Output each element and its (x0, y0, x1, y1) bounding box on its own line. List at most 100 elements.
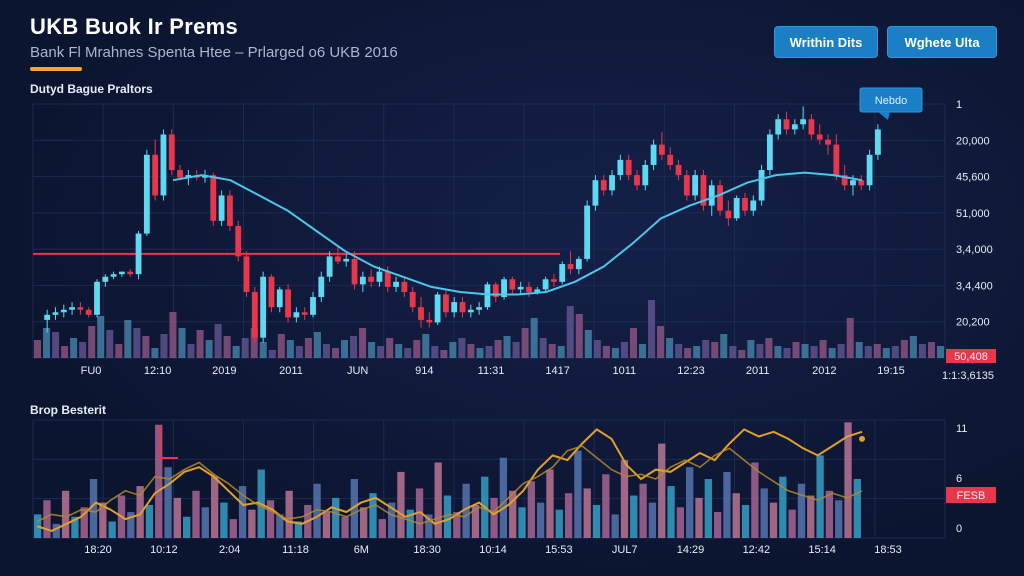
candle-body (326, 256, 333, 277)
volume-bar (359, 328, 367, 358)
price-extra-label: 1:1:3,6135 (942, 370, 994, 382)
volume-bar (638, 344, 647, 358)
oscillator-bar (145, 504, 154, 538)
candle-body (617, 159, 624, 176)
candle-body (459, 302, 466, 313)
candle-body (227, 195, 233, 226)
price-marker-label: 50,408 (954, 351, 988, 363)
candle-body (285, 289, 291, 318)
oscillator-bar (751, 462, 759, 538)
candle-body (750, 200, 757, 211)
candle-body (642, 164, 649, 186)
volume-bar (259, 342, 267, 358)
oscillator-bar (536, 502, 545, 538)
volume-bar (377, 346, 385, 358)
price-x-tick-label: 2019 (212, 365, 236, 377)
candle-body (77, 307, 84, 310)
volume-bar (295, 346, 303, 358)
price-chart-title: Dutyd Bague Praltors (30, 82, 153, 96)
volume-bar (449, 342, 457, 358)
volume-bar (313, 332, 321, 358)
volume-bar (250, 328, 258, 358)
moving-average-line (172, 171, 863, 296)
candle-body (708, 185, 715, 206)
price-x-tick-label: 1417 (545, 365, 569, 377)
candle-body (160, 134, 167, 196)
volume-bar (368, 342, 376, 358)
price-y-tick-label: 45,600 (956, 172, 990, 184)
volume-bar (629, 328, 637, 358)
candle-body (517, 286, 524, 290)
volume-bar (34, 340, 42, 358)
price-x-tick-label: 2011 (746, 365, 770, 377)
candle-body (110, 274, 117, 277)
candle-body (434, 294, 441, 323)
candle-body (243, 256, 250, 292)
candle-body (168, 134, 175, 171)
candle-body (775, 119, 782, 135)
candle-body (858, 180, 865, 186)
price-y-tick-label: 51,000 (956, 208, 990, 220)
price-tag-box (859, 87, 923, 113)
candle-body (127, 271, 134, 275)
oscillator-bar (732, 493, 740, 538)
oscillator-bar (99, 502, 107, 538)
price-y-tick-label: 3,4,000 (956, 244, 993, 256)
candle-body (152, 154, 159, 196)
volume-bar (909, 336, 917, 358)
price-x-tick-label: 914 (415, 365, 433, 377)
oscillator-bar (397, 471, 405, 538)
writhin-dits-button[interactable]: Writhin Dits (774, 26, 878, 58)
oscillator-bar (797, 483, 806, 538)
volume-bar (720, 334, 728, 358)
candle-body (409, 291, 416, 308)
volume-bar (286, 340, 294, 358)
volume-bar (485, 346, 493, 358)
volume-bar (88, 326, 96, 358)
candle-body (717, 185, 723, 211)
candle-body (94, 281, 100, 315)
volume-bar (729, 346, 737, 358)
candle-body (634, 175, 640, 186)
wghete-ulta-button[interactable]: Wghete Ulta (887, 26, 997, 58)
volume-bar (530, 318, 538, 358)
candle-body (210, 175, 217, 221)
oscillator-bar (276, 514, 284, 538)
volume-bar (620, 342, 628, 358)
candle-body (451, 302, 458, 313)
volume-bar (584, 330, 592, 358)
volume-bar (187, 344, 195, 358)
volume-bar (747, 340, 755, 358)
oscillator-bar (499, 457, 508, 538)
volume-bar (169, 312, 177, 358)
oscillator-bar (173, 497, 182, 538)
oscillator-bar (127, 512, 135, 538)
candle-body (791, 124, 798, 130)
candle-body (235, 225, 242, 257)
volume-bar (268, 350, 276, 358)
price-x-tick-label: 12:10 (144, 365, 172, 377)
oscillator-bar (695, 497, 703, 538)
volume-bar (214, 324, 222, 358)
candle-body (783, 119, 790, 130)
oscillator-bar (285, 490, 293, 538)
oscillator-bar (602, 474, 610, 538)
volume-bar (70, 338, 78, 358)
candle-body (368, 276, 375, 282)
candle-body (658, 144, 665, 155)
volume-bar (241, 338, 249, 358)
candle-body (833, 144, 840, 176)
oscillator-bar (807, 495, 815, 538)
candle-body (351, 258, 358, 285)
volume-bar (891, 346, 899, 358)
volume-bar (151, 348, 159, 358)
oscillator-x-tick-label: 18:53 (874, 544, 902, 556)
candle-body (550, 279, 557, 282)
volume-bar (458, 338, 466, 358)
candle-body (318, 276, 325, 298)
candle-body (276, 289, 283, 308)
volume-bar (756, 344, 764, 358)
oscillator-bar (164, 467, 172, 538)
candle-body (359, 276, 366, 285)
candle-body (376, 271, 383, 282)
